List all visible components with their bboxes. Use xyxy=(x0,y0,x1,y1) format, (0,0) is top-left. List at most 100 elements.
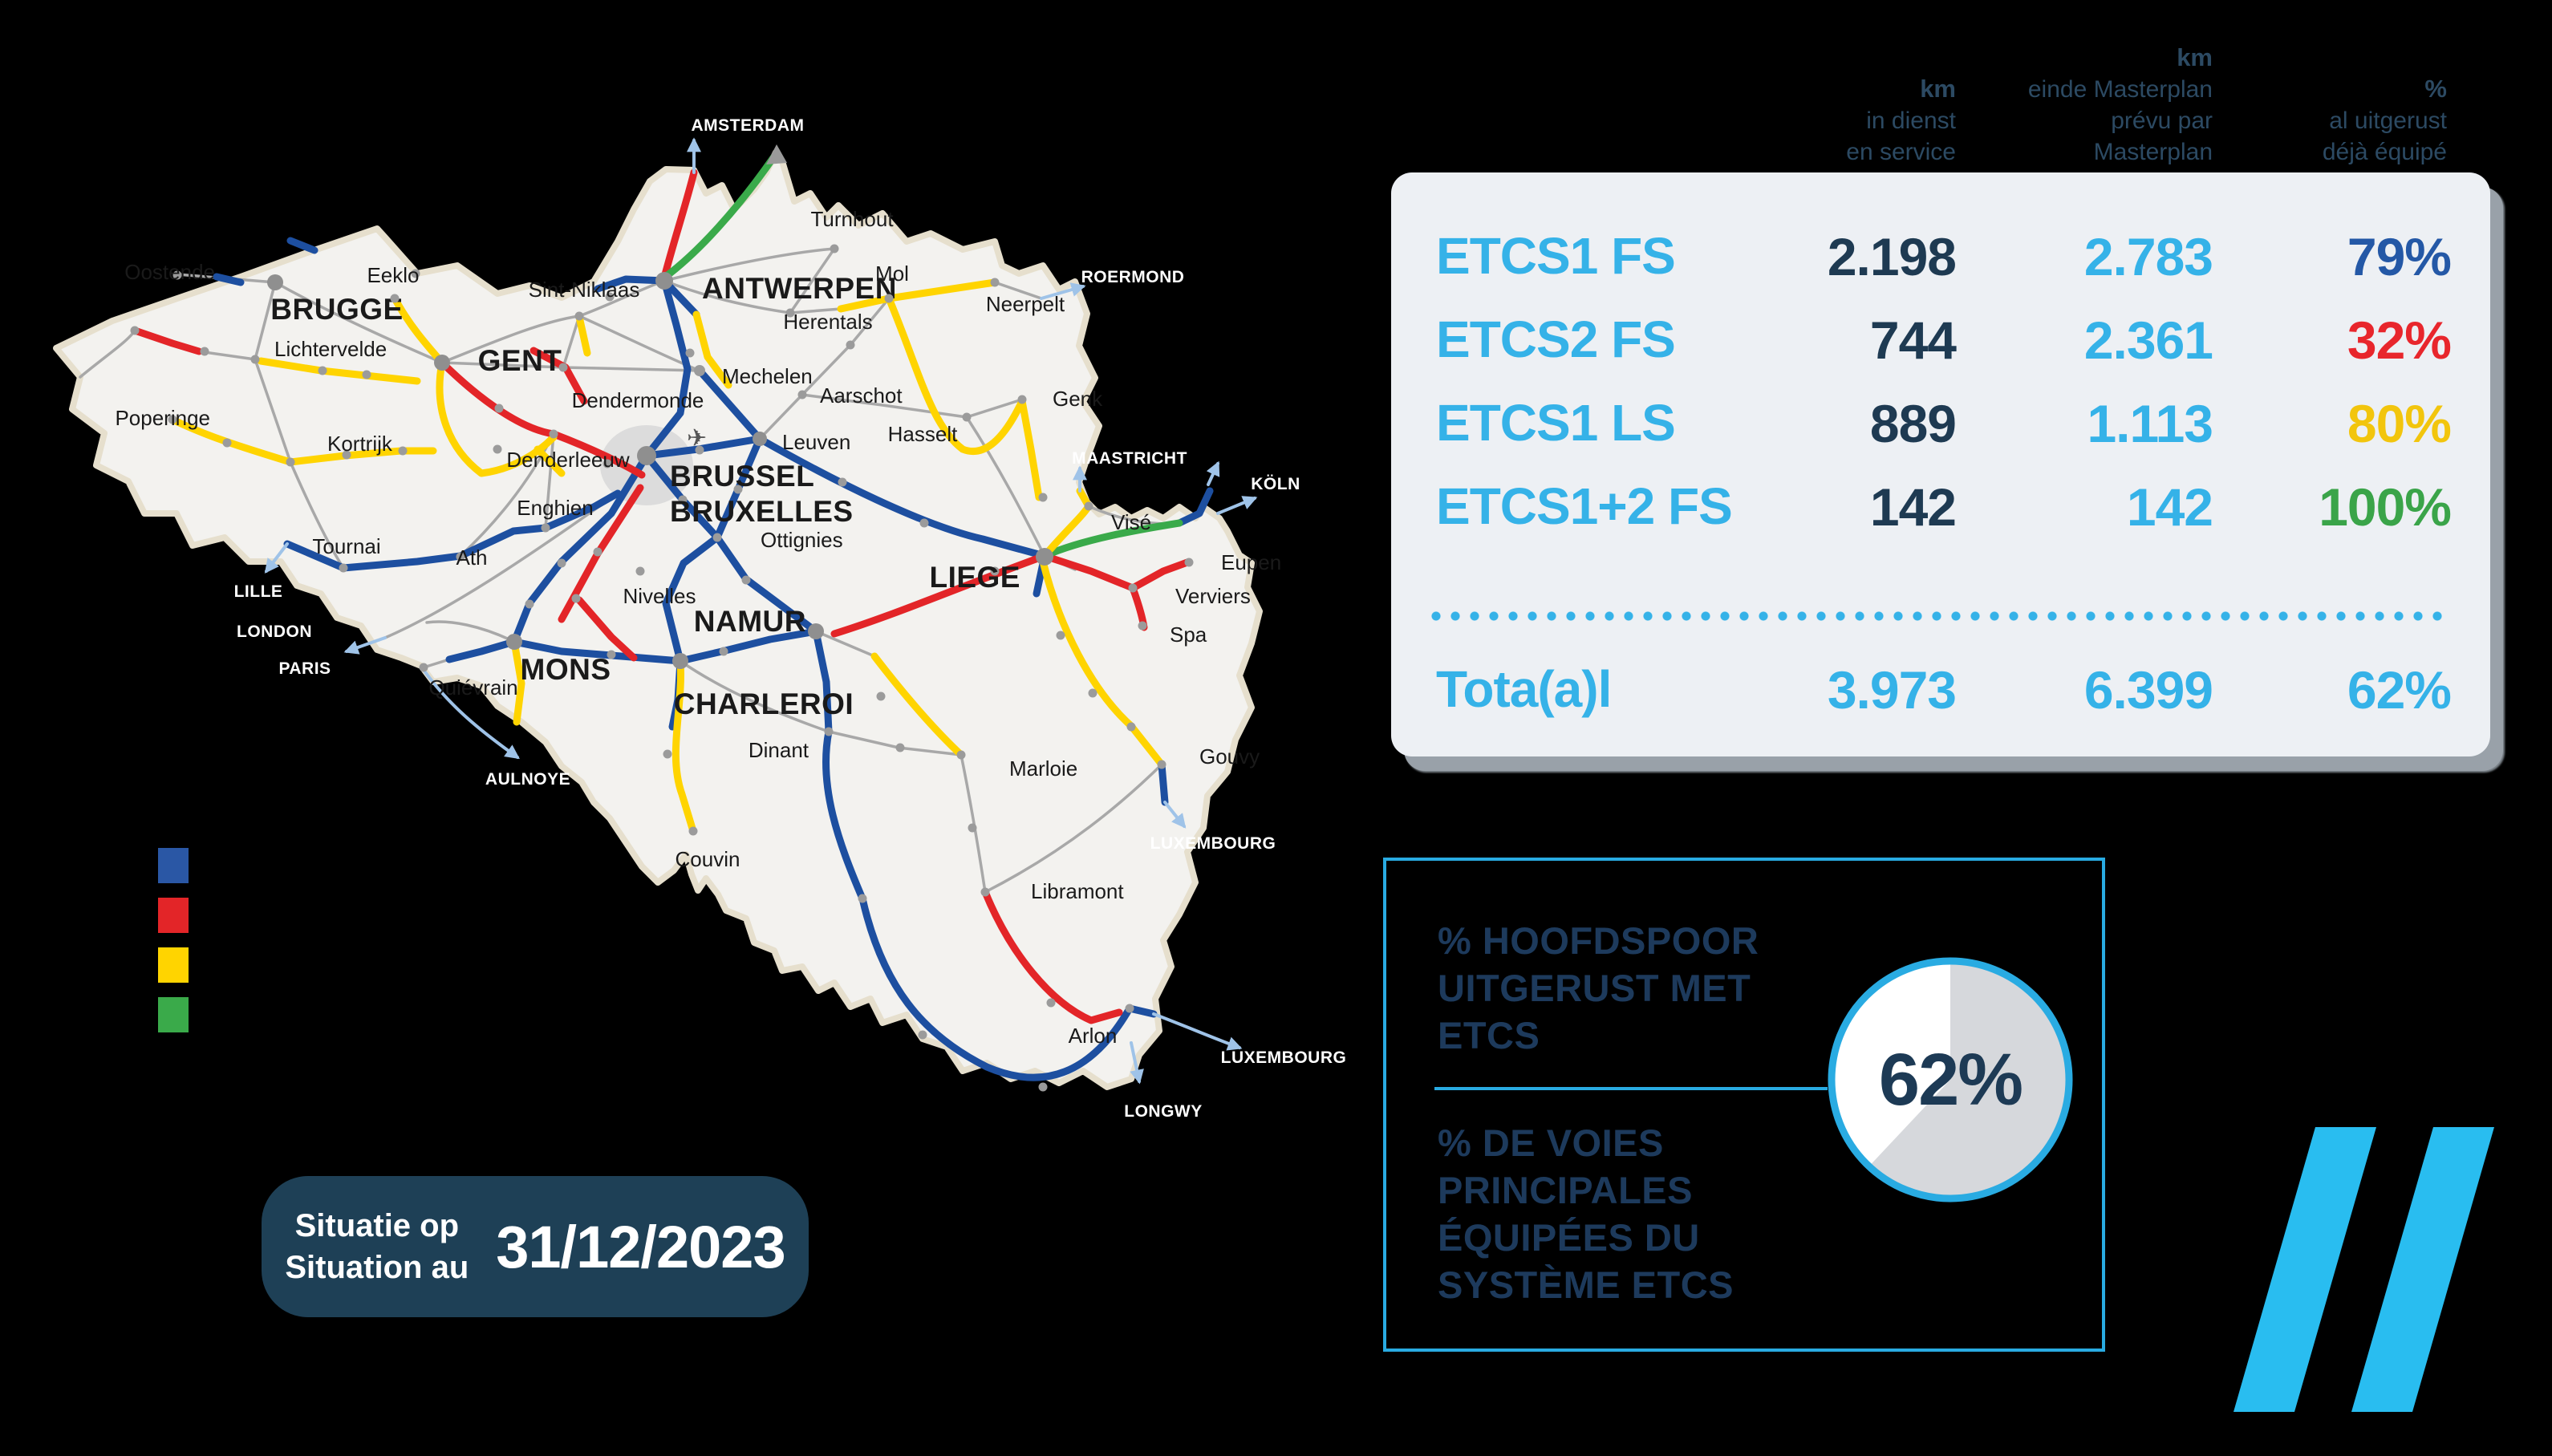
table-row: ETCS1+2 FS 142 142 100% xyxy=(1436,477,2452,545)
table-total-row: Tota(a)l 3.973 6.399 62% xyxy=(1436,659,2452,728)
column-header-pct-equipped: % al uitgerust déjà équipé xyxy=(2322,75,2447,165)
total-km-in-service: 3.973 xyxy=(1827,660,1957,720)
city-label: Mechelen xyxy=(722,364,813,388)
city-dot xyxy=(390,294,400,303)
city-label: Marloie xyxy=(1009,756,1077,781)
city-dot xyxy=(1017,395,1027,404)
pct-equipped: 80% xyxy=(2347,394,2452,453)
city-dot xyxy=(980,887,990,897)
city-label: Hasselt xyxy=(888,422,958,446)
city-label: Denderleeuw xyxy=(506,448,629,472)
column-header-km-masterplan: km einde Masterplan prévu par Masterplan xyxy=(2027,43,2213,165)
table-row: ETCS2 FS 744 2.361 32% xyxy=(1436,310,2452,379)
city-label: Sint-Niklaas xyxy=(529,278,640,302)
km-masterplan: 2.361 xyxy=(2083,310,2213,370)
city-label: Quiévrain xyxy=(428,675,517,700)
legend-swatch-yellow xyxy=(158,947,189,983)
city-label: MONS xyxy=(521,653,611,686)
city-dot xyxy=(549,429,558,439)
airport-icon: ✈ xyxy=(687,425,707,452)
city-dot xyxy=(956,750,966,760)
city-dot xyxy=(1184,558,1194,567)
city-dot xyxy=(830,244,839,253)
external-destination-label: ROERMOND xyxy=(1081,268,1185,286)
city-label: Eeklo xyxy=(367,263,419,287)
total-pct-equipped: 62% xyxy=(2347,660,2452,720)
city-dot xyxy=(753,432,767,446)
pct-equipped: 100% xyxy=(2319,477,2452,537)
city-label: Couvin xyxy=(676,847,740,871)
city-dot xyxy=(339,563,348,573)
km-in-service: 889 xyxy=(1869,394,1957,453)
city-dot xyxy=(808,623,824,639)
info-box-title-nl: % HOOFDSPOOR UITGERUST MET ETCS xyxy=(1438,919,1759,1057)
belgium-rail-map: ✈ BRUGGE GENT ANTWERPEN BRUSSEL BRUXELLES LIE… xyxy=(0,0,1348,1284)
table-row: ETCS1 LS 889 1.113 80% xyxy=(1436,393,2452,462)
external-destination-label: LUXEMBOURG xyxy=(1221,1048,1347,1067)
city-label: Visé xyxy=(1111,510,1151,534)
external-destination-label: KÖLN xyxy=(1251,475,1300,493)
external-destination-label: LONDON xyxy=(237,623,312,641)
date-badge-labels: Situatie op Situation au xyxy=(285,1208,469,1285)
km-in-service: 2.198 xyxy=(1827,227,1957,286)
external-destination-label: LILLE xyxy=(234,582,283,601)
external-destinations-layer: AMSTERDAM ROERMOND MAASTRICHT KÖLN LILLE LOND… xyxy=(234,116,1347,1121)
city-label: ANTWERPEN xyxy=(702,272,897,305)
city-dot xyxy=(694,365,705,376)
city-label: Turnhout xyxy=(810,207,894,231)
legend-swatch-red xyxy=(158,898,189,933)
city-label: BRUGGE xyxy=(270,293,403,326)
city-dot xyxy=(824,727,834,736)
row-label: ETCS1 FS xyxy=(1436,227,1676,285)
info-box-divider xyxy=(1434,1087,1828,1090)
city-dot xyxy=(884,294,894,303)
city-dot xyxy=(1157,760,1166,769)
city-label: Enghien xyxy=(517,496,593,520)
city-dot xyxy=(250,355,260,364)
external-destination-label: LUXEMBOURG xyxy=(1150,834,1276,853)
city-dot xyxy=(655,272,673,290)
city-dot xyxy=(785,308,795,318)
pie-slice-equipped xyxy=(1868,961,2069,1198)
pie-center-value: 62% xyxy=(1878,1038,2023,1121)
legend-swatch-blue xyxy=(158,848,189,883)
rail-lines-blue xyxy=(213,237,1214,1081)
city-dot xyxy=(672,653,688,669)
city-dot xyxy=(688,826,698,836)
city-dot xyxy=(456,552,465,562)
city-label: Tournai xyxy=(312,534,380,558)
city-label: Spa xyxy=(1170,623,1207,647)
city-dot xyxy=(419,663,428,672)
total-label: Tota(a)l xyxy=(1436,660,1612,718)
city-dot xyxy=(637,446,656,465)
city-label: GENT xyxy=(478,344,562,377)
row-label: ETCS1 LS xyxy=(1436,394,1676,452)
pie-chart xyxy=(1828,957,2073,1203)
city-label: Aarschot xyxy=(820,383,903,408)
city-label: Poperinge xyxy=(115,406,210,430)
pct-equipped: 79% xyxy=(2347,227,2452,286)
external-destination-label: AULNOYE xyxy=(485,770,570,789)
city-dot xyxy=(712,533,722,542)
city-label: Neerpelt xyxy=(986,292,1065,316)
city-dot xyxy=(1138,621,1147,631)
rail-lines-green xyxy=(660,152,1183,560)
external-destination-label: AMSTERDAM xyxy=(692,116,805,135)
city-label: Genk xyxy=(1053,387,1103,411)
info-box-title-fr: % DE VOIES PRINCIPALES ÉQUIPÉES DU SYSTÈ… xyxy=(1438,1121,1734,1306)
city-dot xyxy=(541,523,550,533)
city-label: Ottignies xyxy=(761,528,843,552)
km-in-service: 142 xyxy=(1869,477,1957,537)
external-destination-label: MAASTRICHT xyxy=(1072,449,1187,468)
international-arrows xyxy=(264,137,1258,1085)
station-dots xyxy=(130,269,1136,1092)
city-label: Herentals xyxy=(783,310,872,334)
city-dot xyxy=(558,363,568,372)
city-label: Lichtervelde xyxy=(274,337,387,361)
city-dot xyxy=(574,311,584,321)
city-label: BRUXELLES xyxy=(670,495,854,528)
city-label: Libramont xyxy=(1031,879,1124,903)
city-dot xyxy=(962,412,972,422)
city-dot xyxy=(506,634,522,650)
